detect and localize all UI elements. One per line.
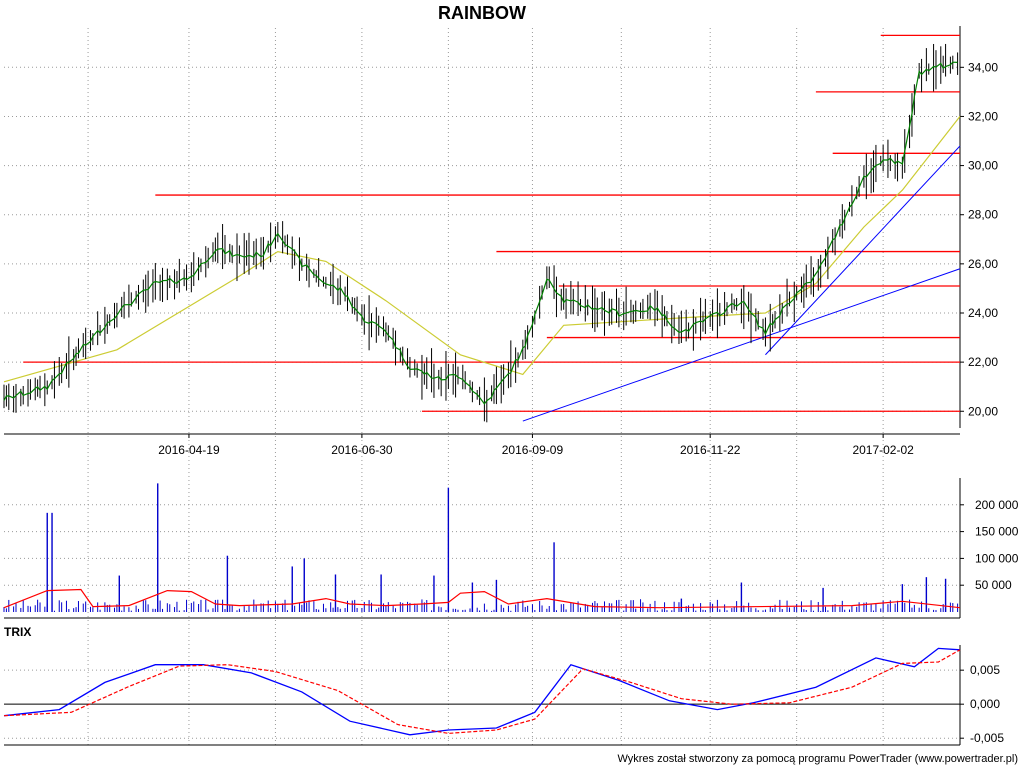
volume-y-tick-label: 100 000 — [975, 551, 1019, 565]
x-tick-label: 2016-06-30 — [331, 443, 393, 457]
trendline — [765, 145, 961, 356]
y-tick-label: 22,00 — [968, 355, 998, 369]
y-tick-label: 28,00 — [968, 208, 998, 222]
trix-y-tick-label: 0,000 — [970, 697, 1000, 711]
y-tick-label: 32,00 — [968, 109, 998, 123]
trix-panel-label: TRIX — [4, 625, 31, 639]
volume-y-tick-label: 200 000 — [975, 498, 1019, 512]
trendline — [522, 268, 961, 422]
sma-short-line — [3, 61, 958, 405]
trix-y-tick-label: 0,005 — [970, 663, 1000, 677]
y-tick-label: 26,00 — [968, 257, 998, 271]
x-tick-label: 2016-04-19 — [158, 443, 220, 457]
volume-panel: 50 000 100 000 150 000 200 000 — [3, 478, 1019, 619]
volume-average-line — [3, 588, 961, 609]
trix-panel: -0,005 0,000 0,005 — [3, 645, 1004, 746]
chart-title: RAINBOW — [438, 3, 526, 23]
y-tick-label: 20,00 — [968, 404, 998, 418]
x-tick-label: 2016-09-09 — [502, 443, 564, 457]
trix-y-tick-label: -0,005 — [970, 731, 1004, 745]
trix-signal-line — [3, 649, 961, 735]
y-tick-label: 34,00 — [968, 60, 998, 74]
x-tick-label: 2017-02-02 — [852, 443, 914, 457]
y-tick-label: 30,00 — [968, 159, 998, 173]
y-tick-label: 24,00 — [968, 306, 998, 320]
price-panel: 2016-04-19 2016-06-30 2016-09-09 2016-11-22… — [3, 26, 998, 745]
volume-y-tick-label: 50 000 — [975, 578, 1012, 592]
trix-line — [3, 647, 961, 736]
x-tick-label: 2016-11-22 — [680, 443, 741, 457]
volume-y-tick-label: 150 000 — [975, 525, 1019, 539]
sma-long-line — [3, 116, 961, 383]
footer-credit: Wykres został stworzony za pomocą progra… — [617, 753, 1018, 765]
